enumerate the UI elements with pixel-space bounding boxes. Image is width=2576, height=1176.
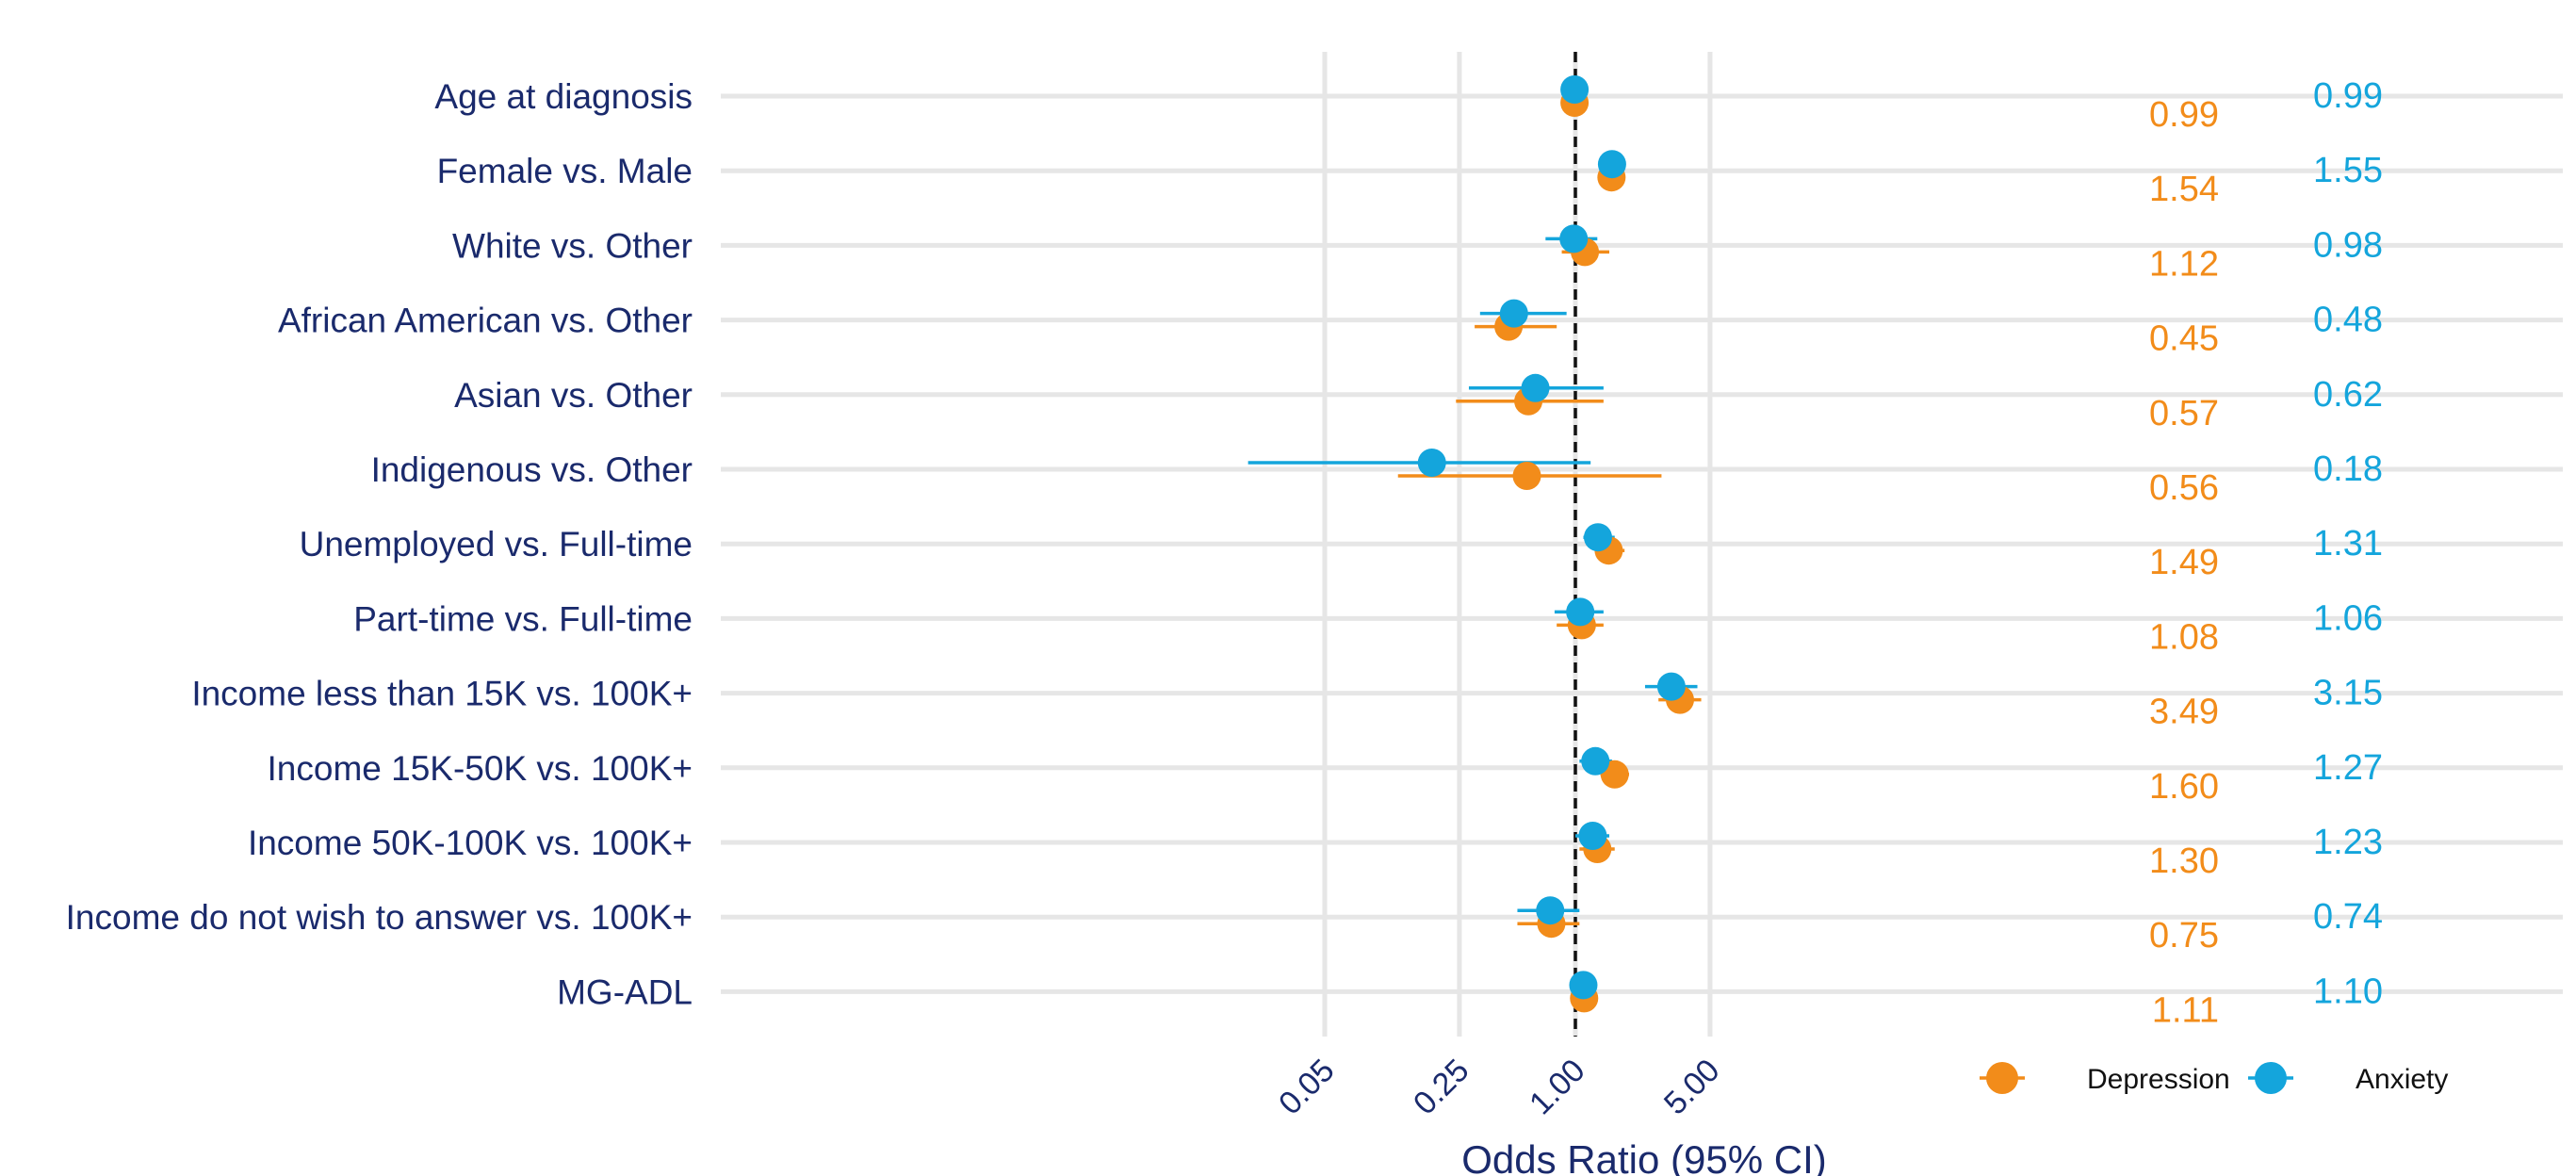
anxiety-or-label-6: 1.31	[2313, 524, 2383, 564]
anxiety-point-12	[1569, 971, 1598, 1000]
anxiety-or-label-11: 0.74	[2313, 897, 2383, 937]
odds-ratio-labels: 0.99 1.54 1.12 0.45 0.57 0.56 1.49 1.08 3.49 1.60…	[2149, 76, 2383, 1030]
category-label-8: Income less than 15K vs. 100K+	[191, 675, 693, 713]
legend-marker-anxiety	[2255, 1062, 2287, 1094]
depression-or-label-8: 3.49	[2149, 693, 2219, 732]
anxiety-point-2	[1559, 224, 1589, 253]
depression-or-label-6: 1.49	[2149, 543, 2219, 582]
category-labels: Age at diagnosis Female vs. Male White vs.…	[66, 77, 693, 1011]
anxiety-or-label-4: 0.62	[2313, 375, 2383, 415]
horizontal-gridlines	[721, 93, 2563, 994]
category-label-0: Age at diagnosis	[434, 77, 693, 116]
anxiety-point-0	[1560, 75, 1590, 104]
series-depression	[1397, 101, 1702, 1001]
category-label-2: White vs. Other	[452, 226, 693, 265]
x-tick-label-2: 1.00	[1523, 1053, 1592, 1122]
anxiety-or-label-9: 1.27	[2313, 748, 2383, 788]
anxiety-point-9	[1581, 746, 1610, 776]
anxiety-point-5	[1417, 449, 1446, 477]
depression-or-label-7: 1.08	[2149, 617, 2219, 657]
depression-or-label-10: 1.30	[2149, 841, 2219, 881]
legend: Depression Anxiety	[1980, 1062, 2448, 1095]
depression-or-label-11: 0.75	[2149, 916, 2219, 956]
depression-point-5	[1512, 462, 1541, 490]
anxiety-point-3	[1499, 299, 1528, 328]
category-label-11: Income do not wish to answer vs. 100K+	[66, 898, 693, 937]
depression-or-label-5: 0.56	[2149, 468, 2219, 508]
x-tick-label-3: 5.00	[1657, 1053, 1727, 1122]
category-label-12: MG-ADL	[557, 972, 693, 1011]
series-anxiety	[1247, 88, 1698, 988]
category-label-1: Female vs. Male	[437, 152, 693, 190]
x-tick-label-1: 0.25	[1407, 1053, 1476, 1122]
anxiety-point-6	[1583, 523, 1612, 552]
anxiety-or-label-0: 0.99	[2313, 76, 2383, 116]
anxiety-or-label-7: 1.06	[2313, 598, 2383, 638]
depression-or-label-3: 0.45	[2149, 319, 2219, 359]
anxiety-point-1	[1597, 150, 1626, 179]
depression-or-label-4: 0.57	[2149, 394, 2219, 433]
category-label-7: Part-time vs. Full-time	[353, 599, 693, 638]
data-marks	[1247, 75, 1702, 1013]
category-label-10: Income 50K-100K vs. 100K+	[248, 824, 693, 862]
anxiety-point-10	[1578, 822, 1607, 850]
anxiety-or-label-12: 1.10	[2313, 972, 2383, 1011]
legend-label-depression: Depression	[2087, 1064, 2230, 1095]
depression-or-label-9: 1.60	[2149, 767, 2219, 807]
x-tick-labels: 0.05 0.25 1.00 5.00	[1272, 1053, 1727, 1122]
anxiety-or-label-10: 1.23	[2313, 823, 2383, 862]
anxiety-or-label-2: 0.98	[2313, 225, 2383, 265]
depression-or-label-12: 1.11	[2152, 990, 2219, 1030]
category-label-3: African American vs. Other	[278, 302, 693, 340]
legend-item-depression: Depression	[1980, 1062, 2230, 1095]
depression-or-label-1: 1.54	[2149, 170, 2219, 209]
anxiety-point-8	[1656, 672, 1686, 701]
depression-or-label-0: 0.99	[2149, 95, 2219, 135]
category-label-5: Indigenous vs. Other	[371, 450, 693, 489]
anxiety-point-7	[1566, 597, 1595, 627]
anxiety-or-label-3: 0.48	[2313, 301, 2383, 340]
legend-item-anxiety: Anxiety	[2248, 1062, 2448, 1095]
anxiety-point-11	[1536, 896, 1565, 925]
category-label-6: Unemployed vs. Full-time	[300, 525, 693, 564]
anxiety-point-4	[1521, 373, 1550, 402]
category-label-4: Asian vs. Other	[454, 376, 693, 415]
x-tick-label-0: 0.05	[1272, 1053, 1342, 1122]
x-axis-title: Odds Ratio (95% CI)	[1461, 1137, 1826, 1176]
anxiety-or-label-5: 0.18	[2313, 449, 2383, 489]
depression-or-label-2: 1.12	[2149, 244, 2219, 284]
anxiety-or-label-1: 1.55	[2313, 151, 2383, 190]
series-anxiety-points	[1417, 75, 1686, 1000]
category-label-9: Income 15K-50K vs. 100K+	[268, 749, 693, 788]
anxiety-or-label-8: 3.15	[2313, 674, 2383, 713]
legend-label-anxiety: Anxiety	[2356, 1064, 2448, 1095]
legend-marker-depression	[1986, 1062, 2018, 1094]
